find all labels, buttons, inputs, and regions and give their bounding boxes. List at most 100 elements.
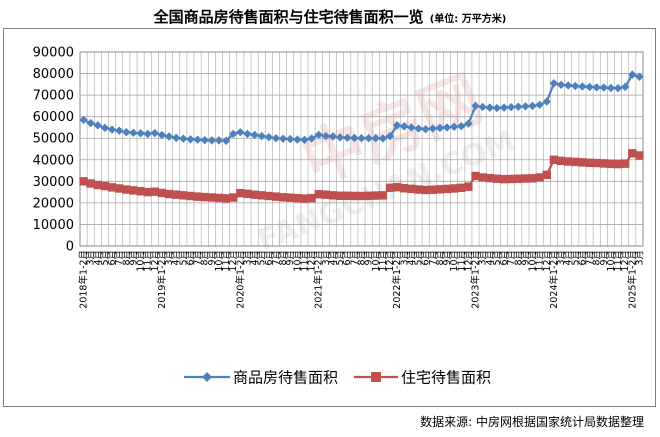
- x-tick-label: 3月: [321, 250, 332, 266]
- x-tick-label: 6月: [185, 250, 196, 266]
- x-tick-label: 7月: [114, 250, 125, 266]
- data-point-commercial: [578, 82, 587, 91]
- chart-title-row: 全国商品房待售面积与住宅待售面积一览 (单位: 万平方米): [0, 6, 660, 27]
- data-point-commercial: [221, 136, 231, 146]
- y-tick-label: 10000: [33, 218, 74, 233]
- x-tick-label: 12月: [228, 250, 239, 272]
- data-point-residential: [278, 193, 288, 202]
- data-point-commercial: [571, 81, 580, 91]
- data-point-residential: [257, 191, 266, 200]
- data-point-residential: [350, 191, 359, 201]
- data-point-residential: [136, 187, 145, 196]
- data-point-commercial: [293, 135, 302, 144]
- data-point-residential: [628, 149, 637, 158]
- data-point-residential: [328, 191, 338, 200]
- data-point-residential: [449, 184, 459, 193]
- data-point-commercial: [100, 123, 110, 133]
- x-tick-label: 6月: [577, 250, 588, 266]
- y-tick-label: 60000: [33, 110, 74, 125]
- x-tick-label: 4月: [563, 250, 574, 266]
- data-point-commercial: [563, 81, 573, 90]
- x-tick-label: 4月: [171, 250, 182, 266]
- data-point-residential: [478, 173, 487, 182]
- data-point-residential: [585, 158, 594, 167]
- legend-marker-residential: [371, 372, 381, 382]
- data-point-commercial: [364, 134, 373, 143]
- x-tick-label: 9月: [599, 250, 610, 266]
- data-point-commercial: [556, 80, 566, 89]
- data-point-commercial: [442, 123, 452, 132]
- x-tick-label: 2019年1-2月: [156, 250, 168, 309]
- legend-label-commercial: 商品房待售面积: [233, 369, 338, 387]
- x-tick-label: 4月: [485, 250, 496, 266]
- x-tick-label: 8月: [435, 250, 446, 266]
- x-tick-label: 7月: [349, 250, 360, 266]
- data-point-residential: [214, 193, 224, 203]
- x-tick-label: 9月: [364, 250, 375, 266]
- data-point-commercial: [378, 134, 388, 143]
- data-point-residential: [100, 181, 110, 191]
- data-point-residential: [157, 188, 167, 198]
- x-tick-label: 10月: [136, 250, 147, 272]
- y-tick-label: 70000: [33, 89, 74, 104]
- x-tick-label: 3月: [556, 250, 567, 266]
- x-tick-label: 3月: [634, 250, 645, 266]
- data-point-residential: [307, 193, 316, 203]
- x-tick-label: 2023年1-2月: [470, 250, 482, 309]
- data-point-residential: [635, 151, 644, 160]
- data-point-commercial: [414, 124, 423, 133]
- x-tick-label: 3月: [478, 250, 489, 266]
- data-point-residential: [499, 174, 509, 184]
- legend-label-residential: 住宅待售面积: [401, 369, 491, 387]
- data-point-commercial: [549, 79, 559, 88]
- data-point-commercial: [585, 82, 594, 92]
- plot-area: [79, 51, 644, 247]
- data-point-residential: [464, 182, 473, 191]
- x-tick-label: 2024年1-2月: [548, 250, 560, 309]
- data-point-commercial: [599, 83, 609, 92]
- x-tick-label: 12月: [150, 250, 161, 272]
- data-point-commercial: [229, 129, 238, 139]
- x-tick-label: 5月: [100, 250, 111, 266]
- data-point-residential: [514, 174, 523, 183]
- y-tick-label: 80000: [33, 67, 74, 82]
- x-tick-label: 4月: [328, 250, 339, 266]
- data-point-residential: [150, 187, 160, 196]
- x-tick-label: 11月: [378, 250, 389, 272]
- data-point-commercial: [428, 124, 437, 133]
- data-point-commercial: [499, 103, 509, 112]
- data-point-commercial: [129, 128, 138, 138]
- data-point-commercial: [385, 131, 395, 141]
- data-point-commercial: [407, 123, 416, 132]
- data-point-residential: [492, 174, 502, 183]
- data-point-residential: [521, 174, 530, 183]
- data-point-commercial: [172, 133, 181, 142]
- data-point-residential: [293, 193, 302, 203]
- data-point-commercial: [157, 130, 167, 140]
- x-tick-label: 9月: [285, 250, 296, 266]
- data-point-residential: [86, 179, 95, 188]
- x-tick-label: 6月: [499, 250, 510, 266]
- y-tick-label: 20000: [33, 196, 74, 211]
- data-point-commercial: [79, 115, 88, 125]
- data-point-commercial: [435, 123, 445, 133]
- x-tick-label: 6月: [264, 250, 275, 266]
- data-point-residential: [264, 191, 274, 201]
- x-tick-label: 2021年1-2月: [313, 250, 325, 309]
- data-point-commercial: [457, 121, 466, 131]
- y-tick-label: 0: [66, 240, 74, 255]
- data-point-residential: [271, 192, 281, 201]
- data-point-residential: [592, 158, 601, 168]
- x-tick-label: 3月: [164, 250, 175, 266]
- x-tick-label: 10月: [528, 250, 539, 272]
- data-point-commercial: [335, 133, 345, 142]
- data-point-commercial: [535, 100, 544, 110]
- data-point-commercial: [307, 134, 316, 143]
- data-point-residential: [578, 158, 587, 167]
- y-tick-label: 90000: [33, 46, 74, 61]
- x-tick-label: 9月: [442, 250, 453, 266]
- data-point-residential: [535, 173, 544, 182]
- data-point-commercial: [214, 136, 224, 145]
- data-point-residential: [221, 194, 231, 203]
